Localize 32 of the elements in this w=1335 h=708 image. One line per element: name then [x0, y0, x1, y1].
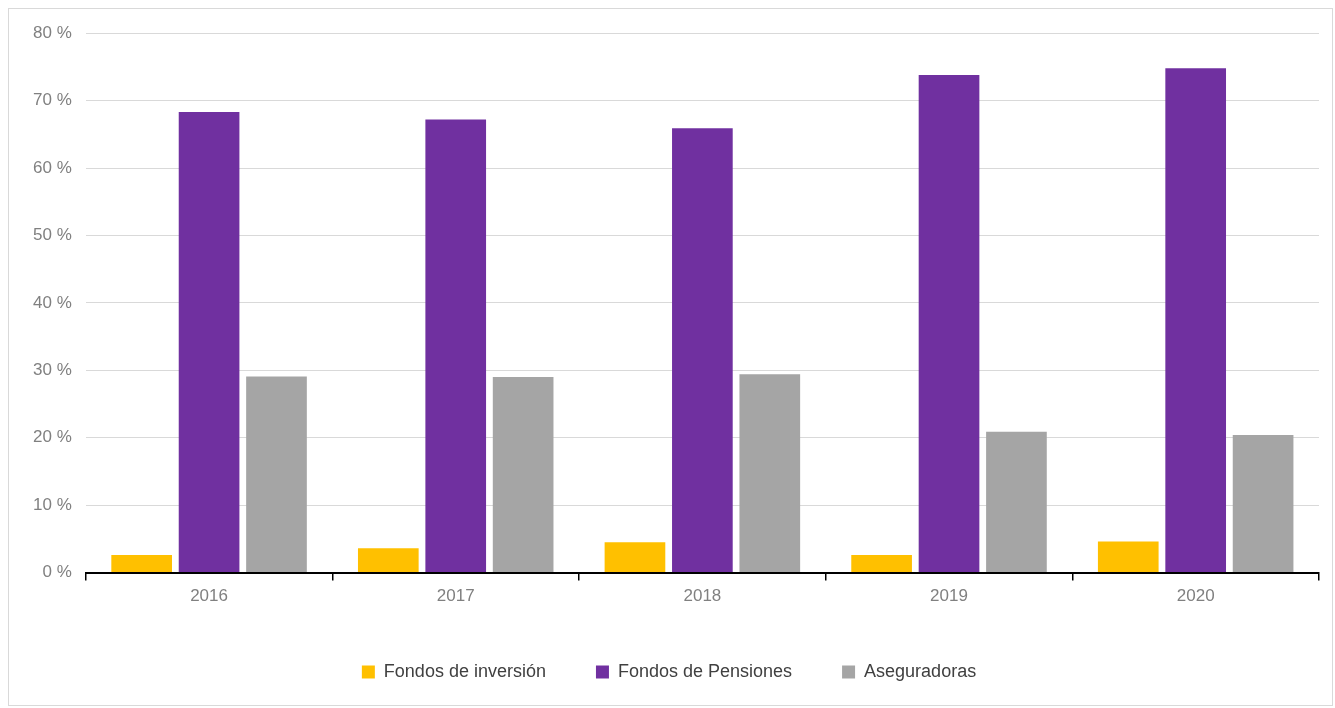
x-tick-label: 2017 — [436, 586, 475, 606]
y-tick-label: 40 % — [33, 292, 72, 312]
bar — [178, 112, 240, 573]
y-tick-label: 70 % — [33, 90, 72, 110]
bar — [1097, 541, 1159, 573]
bar — [851, 555, 912, 573]
x-tick-label: 2016 — [190, 586, 228, 606]
bar — [604, 542, 666, 573]
y-tick-label: 10 % — [33, 494, 72, 514]
legend-label: Fondos de inversión — [383, 660, 546, 681]
x-tick-label: 2018 — [683, 586, 722, 606]
bar — [739, 374, 801, 573]
y-tick-label: 20 % — [33, 427, 72, 447]
bar — [357, 548, 419, 573]
bar — [918, 75, 980, 573]
bar — [492, 377, 554, 573]
bar — [672, 128, 733, 573]
y-tick-label: 50 % — [33, 225, 72, 245]
bar — [111, 555, 172, 573]
bar — [1232, 435, 1294, 573]
legend-label: Fondos de Pensiones — [617, 660, 793, 681]
legend-label: Aseguradoras — [864, 660, 977, 681]
y-tick-label: 0 % — [42, 562, 72, 582]
x-tick-label: 2020 — [1176, 586, 1215, 606]
bar — [425, 119, 487, 573]
y-tick-label: 30 % — [33, 360, 72, 380]
bar — [246, 376, 307, 573]
y-tick-label: 80 % — [33, 22, 72, 42]
y-tick-label: 60 % — [33, 157, 72, 177]
bar — [1165, 68, 1227, 573]
x-tick-label: 2019 — [930, 586, 968, 606]
bar — [986, 431, 1047, 573]
